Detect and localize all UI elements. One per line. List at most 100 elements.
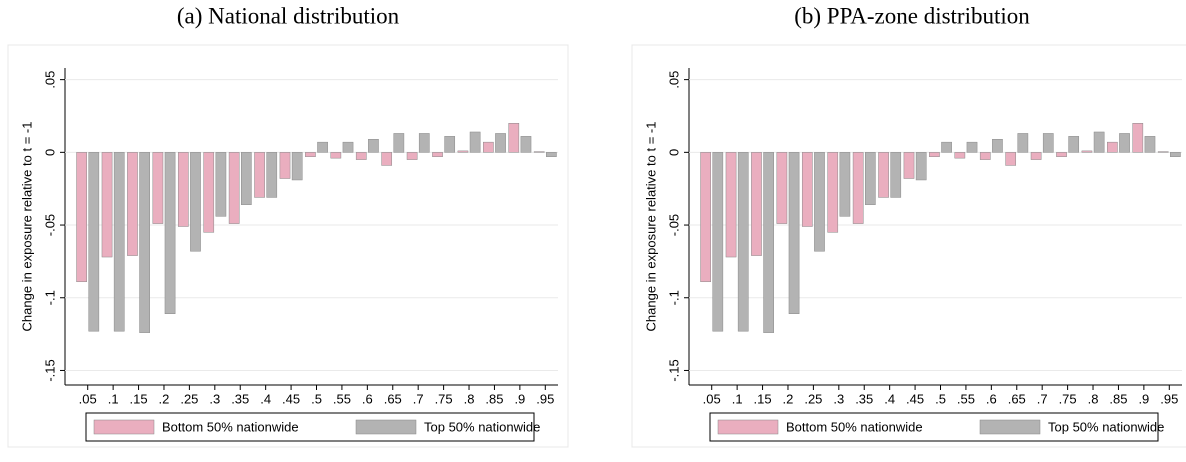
bar <box>1030 152 1042 160</box>
bar <box>941 141 952 153</box>
x-tick-label: .7 <box>1037 391 1048 406</box>
bar <box>1056 152 1067 157</box>
bar <box>342 141 354 153</box>
bar <box>1157 151 1169 153</box>
bar <box>495 133 506 153</box>
bar <box>712 152 724 332</box>
x-tick-label: .05 <box>703 391 721 406</box>
panel-frame <box>7 44 569 448</box>
bar <box>903 152 915 179</box>
bar <box>1042 133 1054 153</box>
x-tick-label: .1 <box>732 391 743 406</box>
bar <box>139 152 150 333</box>
x-tick-label: .35 <box>855 391 873 406</box>
bar <box>929 152 940 157</box>
x-tick-label: .65 <box>1008 391 1026 406</box>
bar <box>406 152 418 160</box>
bar <box>890 152 902 198</box>
bar <box>330 152 342 159</box>
bar <box>279 152 291 179</box>
bar <box>1170 152 1181 157</box>
y-tick-label: -.1 <box>666 290 681 305</box>
bar <box>725 152 737 258</box>
y-tick-label: -.05 <box>42 214 57 236</box>
bar <box>254 152 265 198</box>
x-tick-label: .5 <box>311 391 322 406</box>
x-tick-label: .8 <box>464 391 475 406</box>
x-tick-label: .1 <box>108 391 119 406</box>
x-tick-label: .95 <box>536 391 554 406</box>
bar <box>1144 136 1156 153</box>
bar <box>788 152 800 314</box>
bar <box>776 152 788 224</box>
bar <box>113 152 125 332</box>
bar <box>469 131 481 153</box>
bar <box>101 152 113 258</box>
bar <box>878 152 889 198</box>
bar <box>317 141 328 153</box>
x-tick-label: .95 <box>1160 391 1178 406</box>
bar <box>305 152 316 157</box>
bar <box>979 152 991 160</box>
x-tick-label: .55 <box>333 391 351 406</box>
x-tick-label: .4 <box>260 391 271 406</box>
bar <box>839 152 851 217</box>
bar <box>700 152 711 283</box>
x-tick-label: .7 <box>413 391 424 406</box>
x-tick-label: .55 <box>957 391 975 406</box>
bar <box>737 152 749 332</box>
bar <box>457 150 469 153</box>
bar <box>88 152 100 332</box>
bar <box>1093 131 1105 153</box>
x-tick-label: .9 <box>514 391 525 406</box>
chart-title: (b) PPA-zone distribution <box>794 3 1030 28</box>
bar <box>1068 136 1080 153</box>
x-tick-label: .3 <box>833 391 844 406</box>
bar <box>393 133 405 153</box>
x-tick-label: .9 <box>1138 391 1149 406</box>
y-tick-label: -.05 <box>666 214 681 236</box>
bar <box>76 152 87 283</box>
x-tick-label: .15 <box>130 391 148 406</box>
x-tick-label: .5 <box>935 391 946 406</box>
bar <box>751 152 762 256</box>
bar <box>203 152 215 233</box>
x-tick-label: .75 <box>1059 391 1077 406</box>
bar <box>266 152 278 198</box>
x-tick-label: .6 <box>986 391 997 406</box>
legend-swatch <box>355 419 417 435</box>
y-tick-label: 0 <box>666 149 681 156</box>
legend-box <box>709 412 1159 442</box>
x-tick-label: .05 <box>79 391 97 406</box>
y-tick-label: -.15 <box>666 359 681 381</box>
bar <box>152 152 164 224</box>
bar <box>1107 141 1118 153</box>
bar <box>827 152 839 233</box>
y-axis-label: Change in exposure relative to t = -1 <box>643 122 658 332</box>
bar <box>533 151 545 153</box>
bar <box>418 133 430 153</box>
x-tick-label: .45 <box>906 391 924 406</box>
bar <box>864 152 876 205</box>
bar <box>763 152 774 333</box>
legend-label: Top 50% nationwide <box>1048 419 1164 434</box>
bar <box>954 152 966 159</box>
bar <box>164 152 176 314</box>
bar <box>240 152 252 205</box>
bar <box>546 152 557 157</box>
panel-frame <box>631 44 1186 448</box>
legend-swatch <box>717 419 779 435</box>
bar <box>520 136 532 153</box>
bar <box>1005 152 1017 166</box>
bar <box>1132 123 1144 153</box>
bar <box>177 152 189 227</box>
chart-title: (a) National distribution <box>177 3 400 28</box>
x-tick-label: .25 <box>180 391 198 406</box>
legend-swatch <box>93 419 155 435</box>
bar <box>432 152 443 157</box>
legend-swatch <box>979 419 1041 435</box>
x-tick-label: .65 <box>384 391 402 406</box>
bar <box>444 136 456 153</box>
